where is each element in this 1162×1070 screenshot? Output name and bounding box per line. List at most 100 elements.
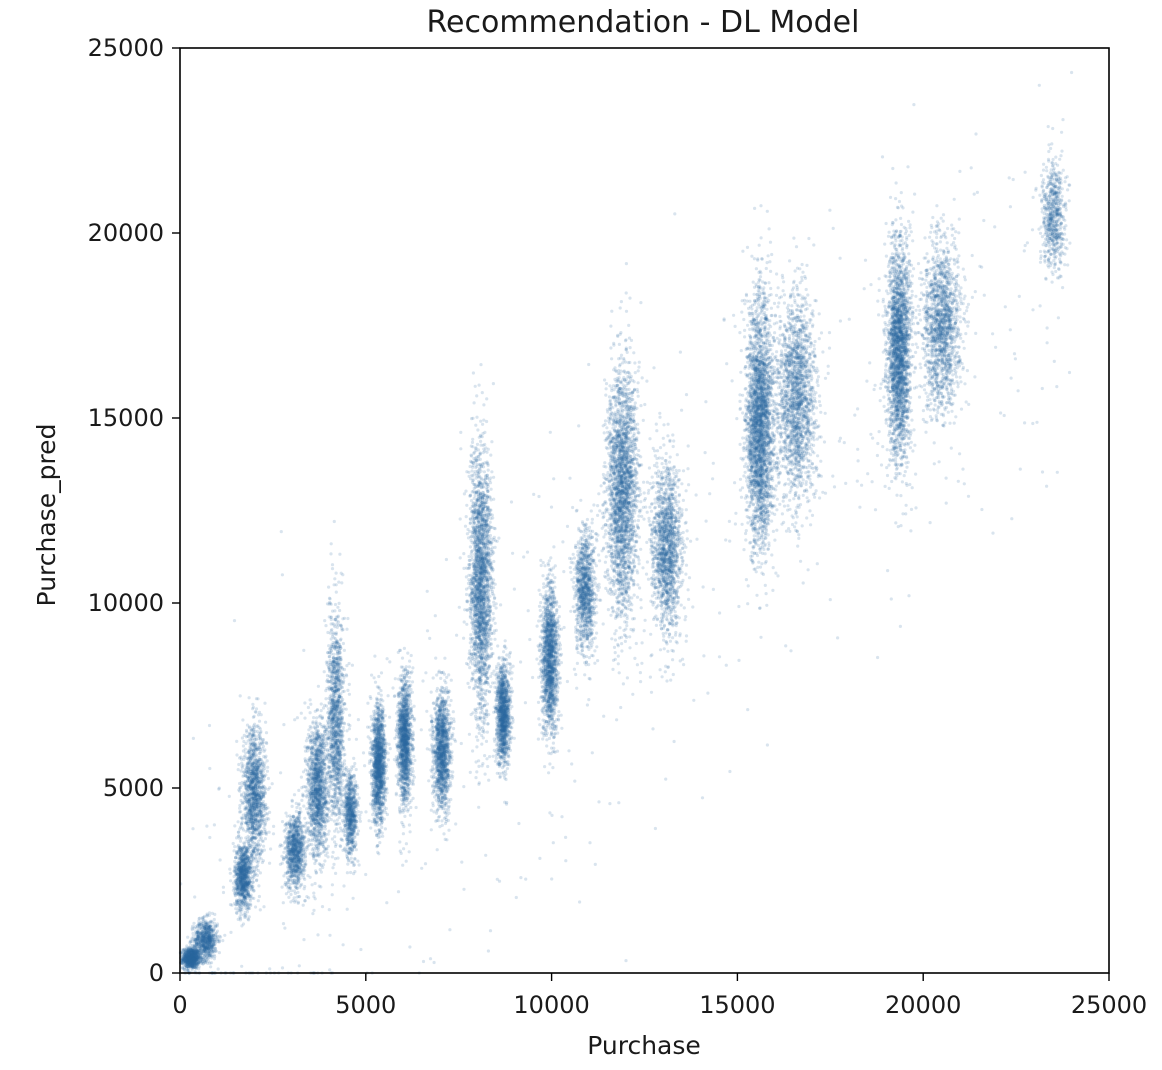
scatter-point xyxy=(271,782,274,785)
scatter-point xyxy=(236,901,239,904)
scatter-point xyxy=(282,857,285,860)
scatter-point xyxy=(251,885,254,888)
scatter-point xyxy=(297,870,300,873)
scatter-point xyxy=(215,931,218,934)
scatter-point xyxy=(320,702,323,705)
scatter-point xyxy=(229,872,232,875)
scatter-point xyxy=(258,845,261,848)
scatter-point xyxy=(242,744,245,747)
scatter-point xyxy=(233,845,236,848)
scatter-point xyxy=(204,950,207,953)
scatter-point xyxy=(202,919,205,922)
scatter-point xyxy=(291,800,294,803)
scatter-point xyxy=(234,890,237,893)
scatter-point xyxy=(248,831,251,834)
scatter-point xyxy=(194,963,197,966)
scatter-point xyxy=(218,951,221,954)
scatter-point xyxy=(213,944,216,947)
scatter-point xyxy=(293,901,296,904)
scatter-point xyxy=(255,833,258,836)
scatter-point xyxy=(234,894,237,897)
scatter-point xyxy=(261,861,264,864)
scatter-point xyxy=(241,766,244,769)
scatter-point xyxy=(295,886,298,889)
scatter-point xyxy=(259,871,262,874)
scatter-point xyxy=(291,805,294,808)
scatter-point xyxy=(282,851,285,854)
scatter-point xyxy=(195,949,198,952)
scatter-point xyxy=(324,697,327,700)
scatter-point xyxy=(241,736,244,739)
scatter-point xyxy=(253,738,256,741)
scatter-point xyxy=(253,837,256,840)
scatter-point xyxy=(253,874,256,877)
scatter-point xyxy=(279,863,282,866)
scatter-point xyxy=(255,878,258,881)
scatter-point xyxy=(243,808,246,811)
scatter-point xyxy=(284,846,287,849)
scatter-point xyxy=(249,783,252,786)
scatter-point xyxy=(252,859,255,862)
scatter-point xyxy=(254,793,257,796)
scatter-point xyxy=(248,733,251,736)
scatter-point xyxy=(253,715,256,718)
scatter-point xyxy=(303,885,306,888)
scatter-point xyxy=(233,824,236,827)
scatter-point xyxy=(291,862,294,865)
scatter-point xyxy=(255,860,258,863)
scatter-point xyxy=(249,817,252,820)
scatter-point xyxy=(204,935,207,938)
scatter-point xyxy=(243,782,246,785)
scatter-point xyxy=(239,825,242,828)
scatter-point xyxy=(262,755,265,758)
scatter-points xyxy=(179,71,1073,975)
scatter-point xyxy=(194,936,197,939)
scatter-point xyxy=(192,922,195,925)
scatter-point xyxy=(258,720,261,723)
scatter-point xyxy=(285,857,288,860)
scatter-point xyxy=(214,925,217,928)
scatter-point xyxy=(245,730,248,733)
scatter-point xyxy=(245,735,248,738)
scatter-point xyxy=(284,840,287,843)
scatter-point xyxy=(295,802,298,805)
scatter-point xyxy=(304,899,307,902)
scatter-point xyxy=(209,944,212,947)
scatter-point xyxy=(252,789,255,792)
scatter-point xyxy=(300,712,303,715)
scatter-point xyxy=(250,853,253,856)
scatter-point xyxy=(240,758,243,761)
scatter-point xyxy=(243,756,246,759)
scatter-point xyxy=(285,826,288,829)
scatter-point xyxy=(302,825,305,828)
scatter-point xyxy=(245,880,248,883)
scatter-point xyxy=(304,856,307,859)
scatter-point xyxy=(196,924,199,927)
scatter-point xyxy=(263,748,266,751)
scatter-point xyxy=(241,864,244,867)
scatter-point xyxy=(255,707,258,710)
scatter-point xyxy=(268,811,271,814)
scatter-point xyxy=(229,879,232,882)
scatter-point xyxy=(237,820,240,823)
scatter-point xyxy=(258,856,261,859)
scatter-point xyxy=(263,702,266,705)
scatter-point xyxy=(303,878,306,881)
scatter-point xyxy=(260,713,263,716)
scatter-point xyxy=(239,799,242,802)
scatter-point xyxy=(302,836,305,839)
scatter-point xyxy=(258,895,261,898)
scatter-point xyxy=(185,951,188,954)
scatter-point xyxy=(208,914,211,917)
scatter-point xyxy=(186,936,189,939)
scatter-point xyxy=(248,726,251,729)
scatter-point xyxy=(303,841,306,844)
scatter-point xyxy=(253,730,256,733)
scatter-point xyxy=(237,834,240,837)
scatter-point xyxy=(242,749,245,752)
scatter-point xyxy=(244,768,247,771)
scatter-point xyxy=(256,848,259,851)
scatter-point xyxy=(240,837,243,840)
scatter-point xyxy=(242,841,245,844)
scatter-point xyxy=(185,948,188,951)
